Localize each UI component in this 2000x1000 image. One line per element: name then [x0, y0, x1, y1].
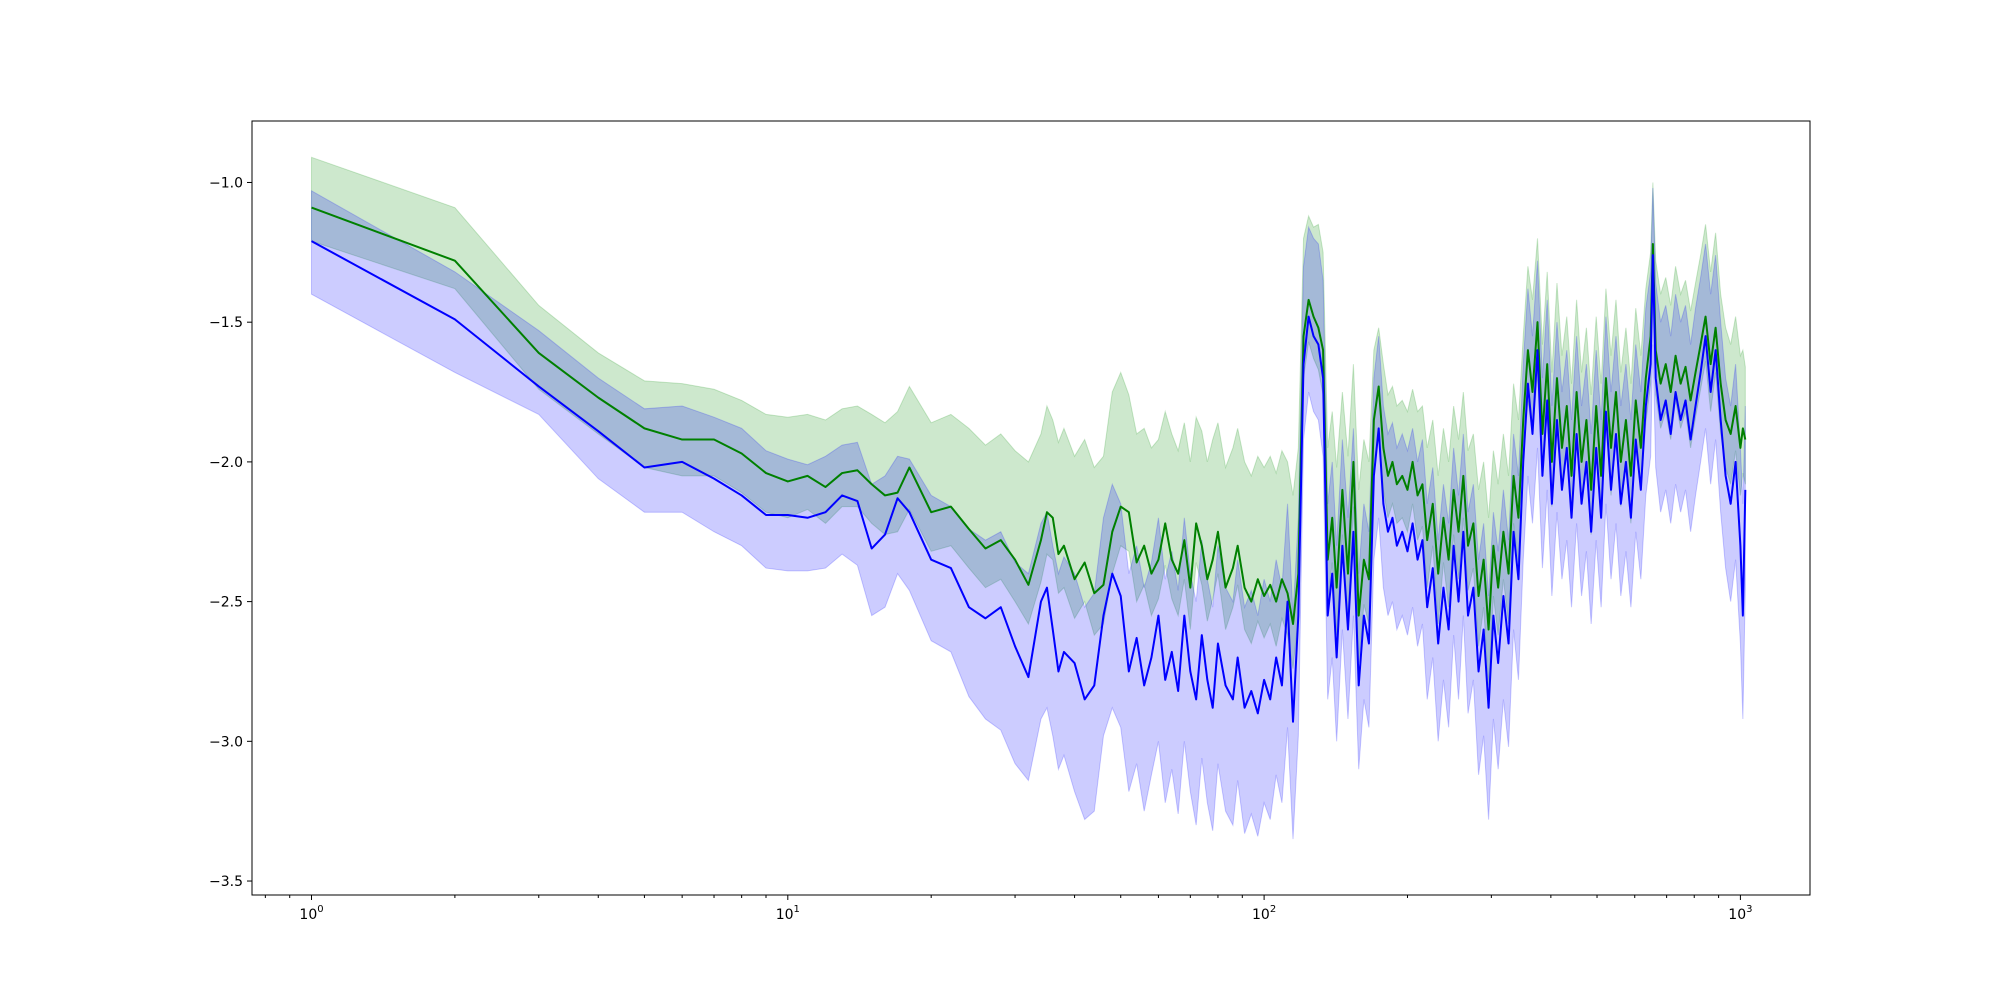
y-tick-label: −3.0 [209, 734, 243, 750]
series-2-band [311, 188, 1746, 840]
y-tick-label: −2.0 [209, 455, 243, 471]
y-tick-label: −1.0 [209, 175, 243, 191]
plot-frame [251, 120, 1811, 896]
series-1-band [311, 156, 1746, 686]
series-lines [311, 206, 1747, 723]
y-tick-label: −2.5 [209, 595, 243, 611]
plot-area [311, 156, 1747, 840]
y-axis: −1.0 −1.5 −2.0 −2.5 −3.0 −3.5 [209, 175, 252, 890]
y-tick-label: −1.5 [209, 315, 243, 331]
y-tick-label: −3.5 [209, 874, 243, 890]
confidence-bands [311, 156, 1746, 840]
series-2-line [311, 240, 1747, 723]
series-1-line [311, 206, 1747, 631]
